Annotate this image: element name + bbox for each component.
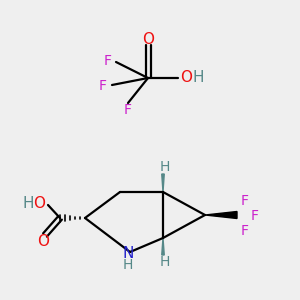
Text: O: O xyxy=(37,233,49,248)
Text: F: F xyxy=(104,54,112,68)
Text: O: O xyxy=(33,196,45,211)
Text: N: N xyxy=(122,247,134,262)
Text: H: H xyxy=(123,258,133,272)
Text: H: H xyxy=(22,196,34,211)
Text: F: F xyxy=(99,79,107,93)
Text: F: F xyxy=(124,103,132,117)
Polygon shape xyxy=(162,174,164,192)
Text: O: O xyxy=(142,32,154,46)
Text: F: F xyxy=(251,209,259,223)
Text: F: F xyxy=(241,194,249,208)
Text: F: F xyxy=(241,224,249,238)
Text: O: O xyxy=(180,70,192,86)
Polygon shape xyxy=(205,212,237,218)
Text: H: H xyxy=(160,255,170,269)
Text: H: H xyxy=(160,160,170,174)
Text: H: H xyxy=(192,70,203,86)
Polygon shape xyxy=(162,238,164,255)
